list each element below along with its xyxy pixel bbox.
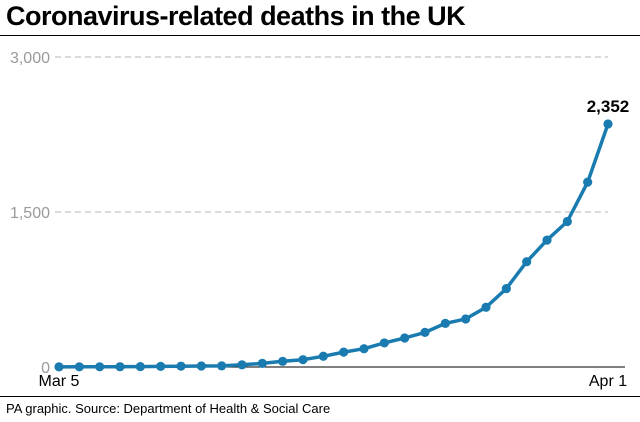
data-point xyxy=(257,358,267,368)
x-tick-label: Apr 1 xyxy=(589,373,627,390)
x-tick-label: Mar 5 xyxy=(39,373,80,390)
data-point xyxy=(583,177,593,187)
data-point xyxy=(298,355,308,365)
y-tick-label: 1,500 xyxy=(10,205,50,222)
data-point xyxy=(217,361,227,371)
data-point xyxy=(156,361,166,371)
data-point xyxy=(339,347,349,357)
data-point xyxy=(176,361,186,371)
data-label: 2,352 xyxy=(587,97,630,116)
series-line xyxy=(57,122,610,369)
data-point xyxy=(522,257,532,267)
chart-title: Coronavirus-related deaths in the UK xyxy=(6,1,466,31)
data-point xyxy=(74,362,84,372)
data-point xyxy=(237,360,247,370)
title-divider xyxy=(0,35,640,36)
data-point xyxy=(318,351,328,361)
data-point xyxy=(420,327,430,337)
data-point xyxy=(501,283,511,294)
data-point xyxy=(562,216,572,227)
data-point xyxy=(135,361,145,372)
data-point xyxy=(440,318,450,328)
y-tick-label: 3,000 xyxy=(10,50,50,67)
data-point xyxy=(278,356,288,366)
source-note: PA graphic. Source: Department of Health… xyxy=(6,401,331,416)
data-point xyxy=(379,338,389,348)
data-point xyxy=(115,362,125,372)
data-point xyxy=(481,302,491,312)
data-point xyxy=(400,333,410,343)
data-point xyxy=(54,362,64,372)
data-point xyxy=(196,361,206,371)
data-point xyxy=(359,344,369,354)
data-point xyxy=(603,119,613,129)
y-tick-label: 0 xyxy=(41,360,50,377)
data-point xyxy=(461,314,471,324)
data-point xyxy=(542,235,552,245)
data-point xyxy=(95,362,105,372)
footer-divider xyxy=(0,396,640,397)
